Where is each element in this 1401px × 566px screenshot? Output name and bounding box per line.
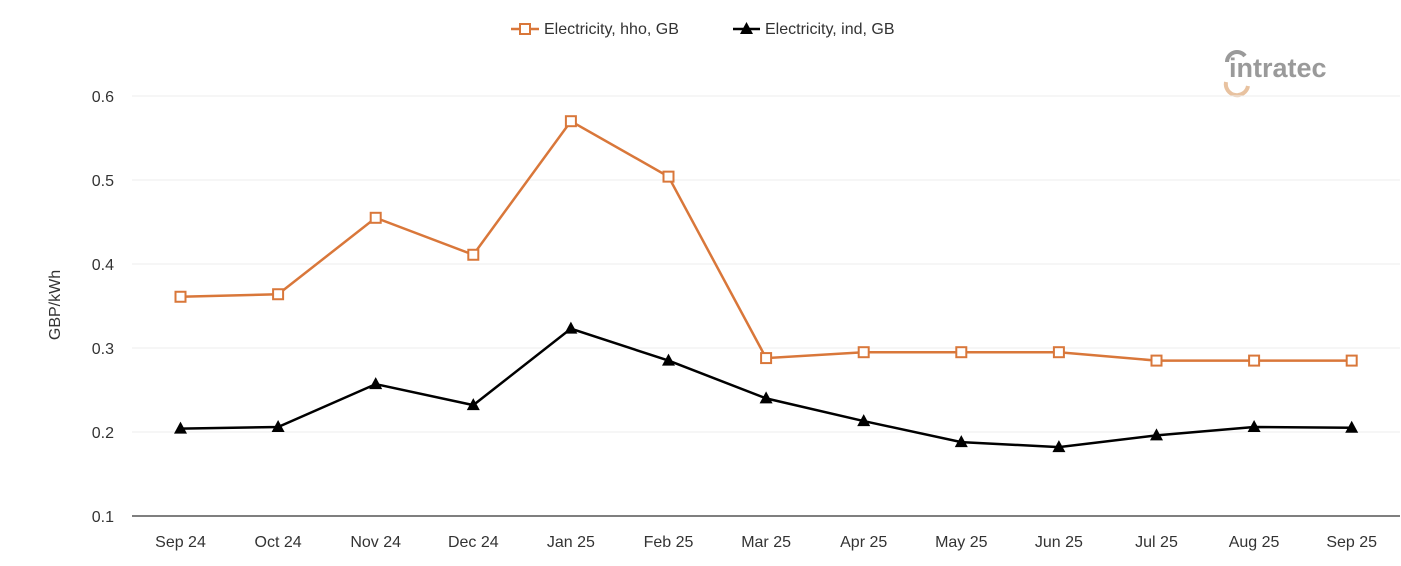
data-point[interactable] (564, 115, 577, 128)
data-point[interactable] (955, 346, 968, 359)
series-hho (174, 115, 1358, 367)
x-tick-label: Jun 25 (1035, 534, 1083, 551)
y-tick-label: 0.1 (92, 509, 114, 526)
y-tick-label: 0.6 (92, 89, 114, 106)
data-point[interactable] (271, 419, 285, 432)
data-point[interactable] (857, 346, 870, 359)
legend-item-hho[interactable]: Electricity, hho, GB (511, 21, 679, 38)
data-point[interactable] (1248, 354, 1261, 367)
y-axis-label: GBP/kWh (47, 270, 64, 340)
data-point[interactable] (1052, 346, 1065, 359)
y-tick-label: 0.5 (92, 173, 114, 190)
legend-label-ind: Electricity, ind, GB (765, 21, 895, 38)
gridlines (132, 95, 1400, 433)
data-point[interactable] (954, 435, 968, 448)
data-point[interactable] (1345, 420, 1359, 433)
x-tick-labels: Sep 24 Oct 24 Nov 24 Dec 24 Jan 25 Feb 25 Mar … (155, 534, 1377, 551)
data-point[interactable] (1150, 428, 1163, 441)
legend: Electricity, hho, GB Electricity, ind, G… (511, 21, 895, 38)
data-point[interactable] (369, 211, 382, 224)
intratec-logo: intratec (1223, 50, 1327, 98)
data-point[interactable] (564, 321, 578, 334)
series-ind (174, 321, 1359, 453)
x-tick-label: Mar 25 (741, 534, 791, 551)
data-point[interactable] (1247, 419, 1261, 432)
x-tick-label: May 25 (935, 534, 988, 551)
data-point[interactable] (174, 290, 187, 303)
legend-marker-triangle (740, 22, 753, 34)
x-tick-label: Sep 24 (155, 534, 206, 551)
data-point[interactable] (272, 288, 285, 301)
legend-item-ind[interactable]: Electricity, ind, GB (733, 21, 895, 38)
legend-label-hho: Electricity, hho, GB (544, 21, 679, 38)
x-tick-label: Jul 25 (1135, 534, 1178, 551)
series-group (174, 115, 1359, 453)
data-point[interactable] (466, 398, 480, 411)
x-tick-label: Aug 25 (1229, 534, 1280, 551)
x-tick-label: Apr 25 (840, 534, 887, 551)
data-point[interactable] (857, 414, 871, 427)
data-point[interactable] (760, 352, 773, 365)
x-tick-label: Jan 25 (547, 534, 595, 551)
svg-text:intratec: intratec (1229, 53, 1327, 83)
y-tick-label: 0.2 (92, 425, 114, 442)
x-tick-label: Oct 24 (255, 534, 302, 551)
data-point[interactable] (662, 353, 675, 366)
data-point[interactable] (1150, 354, 1163, 367)
x-tick-label: Nov 24 (350, 534, 401, 551)
y-tick-label: 0.4 (92, 257, 114, 274)
data-point[interactable] (662, 170, 675, 183)
x-tick-label: Dec 24 (448, 534, 499, 551)
series-line (180, 327, 1352, 449)
y-tick-labels: 0.1 0.2 0.3 0.4 0.5 0.6 (92, 89, 114, 526)
legend-marker-square (519, 23, 531, 35)
x-tick-label: Sep 25 (1326, 534, 1377, 551)
x-tick-label: Feb 25 (644, 534, 694, 551)
y-tick-label: 0.3 (92, 341, 114, 358)
data-point[interactable] (1345, 354, 1358, 367)
data-point[interactable] (369, 377, 383, 390)
data-point[interactable] (467, 248, 480, 261)
data-point[interactable] (759, 391, 773, 404)
data-point[interactable] (1052, 440, 1066, 453)
data-point[interactable] (174, 421, 187, 434)
series-line (180, 119, 1352, 362)
